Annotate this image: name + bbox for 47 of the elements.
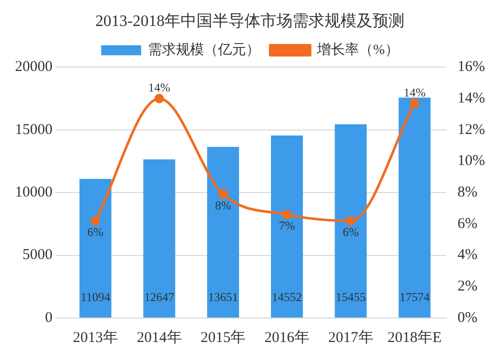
data-label: 6%	[87, 224, 104, 239]
bar	[207, 146, 240, 318]
legend-label: 需求规模（亿元）	[148, 42, 260, 58]
y2-tick-label: 12%	[458, 122, 486, 138]
y2-tick-label: 4%	[458, 247, 478, 264]
y-tick-label: 15000	[15, 122, 52, 138]
x-tick-label: 2016年	[264, 328, 310, 346]
point	[90, 216, 100, 226]
data-label: 14552	[272, 290, 302, 304]
x-tick-label: 2017年	[328, 328, 374, 346]
bar	[398, 98, 431, 318]
data-label: 7%	[278, 218, 295, 233]
x-tick-label: 2014年	[136, 328, 182, 346]
point	[218, 189, 228, 199]
chart-title: 2013-2018年中国半导体市场需求规模及预测	[95, 12, 405, 30]
y2-tick-label: 14%	[458, 90, 486, 106]
y-tick-label: 20000	[15, 59, 52, 76]
y2-tick-label: 0%	[458, 310, 478, 326]
point	[154, 94, 164, 104]
x-tick-label: 2015年	[200, 328, 246, 346]
data-label: 15455	[336, 290, 366, 304]
point	[346, 216, 356, 226]
data-label: 14%	[148, 80, 170, 95]
bar	[79, 178, 112, 318]
y-tick-label: 5000	[22, 247, 52, 264]
data-label: 12647	[144, 290, 174, 304]
y2-tick-label: 16%	[458, 59, 486, 76]
y2-tick-label: 6%	[458, 216, 478, 232]
y2-tick-label: 2%	[458, 278, 478, 295]
point	[410, 98, 420, 108]
data-label: 11094	[80, 290, 110, 304]
data-label: 6%	[342, 224, 359, 239]
legend-label: 增长率（%）	[316, 42, 399, 58]
y2-tick-label: 8%	[458, 184, 478, 201]
y-tick-label: 10000	[15, 184, 52, 201]
data-label: 8%	[215, 198, 232, 212]
bar	[334, 124, 367, 318]
data-label: 17574	[400, 290, 430, 304]
data-label: 13651	[208, 290, 238, 304]
x-tick-label: 2018年E	[388, 328, 442, 346]
x-tick-label: 2013年	[72, 328, 118, 346]
bar	[270, 136, 303, 318]
point	[282, 210, 292, 220]
bar	[143, 159, 176, 318]
y2-tick-label: 10%	[458, 153, 486, 170]
data-label: 14%	[404, 85, 426, 100]
y-tick-label: 0	[45, 310, 52, 326]
